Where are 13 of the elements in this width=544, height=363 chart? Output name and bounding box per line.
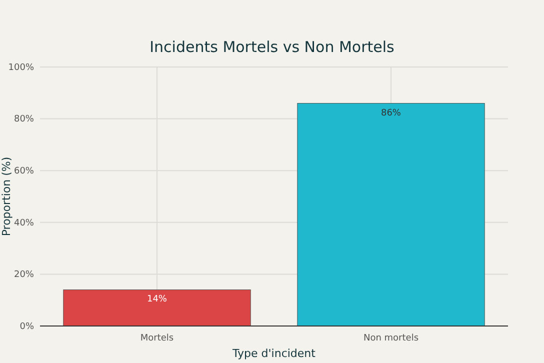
- x-tick-label: Non mortels: [363, 333, 419, 344]
- y-tick-label: 40%: [14, 218, 34, 228]
- y-axis-title: Proportion (%): [0, 156, 13, 236]
- data-label: 86%: [380, 108, 402, 118]
- y-tick-label: 20%: [14, 270, 34, 280]
- y-tick-label: 60%: [14, 166, 34, 176]
- x-axis-title: Type d'incident: [232, 347, 316, 360]
- chart-title: Incidents Mortels vs Non Mortels: [150, 38, 395, 56]
- y-tick-label: 80%: [14, 114, 34, 125]
- y-tick-label: 0%: [20, 322, 34, 332]
- x-tick-label: Mortels: [140, 333, 174, 344]
- data-label: 14%: [146, 294, 168, 305]
- y-tick-label: 100%: [8, 62, 34, 73]
